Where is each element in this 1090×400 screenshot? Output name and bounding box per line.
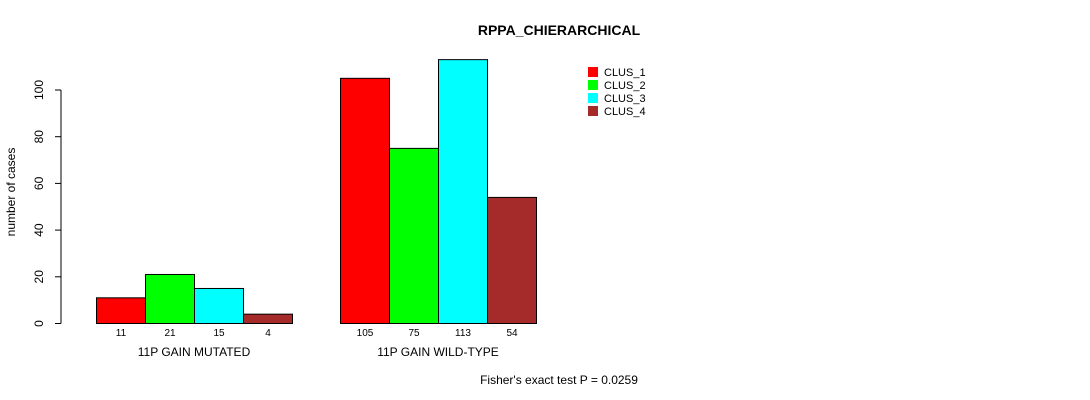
bar-clus-4-0 [243,313,293,325]
bar-value-label: 4 [265,328,271,339]
group-labels: 11P GAIN MUTATED 11P GAIN WILD-TYPE [138,345,499,359]
y-tick-label: 0 [32,320,46,327]
y-tick-label: 40 [32,223,46,237]
fisher-test-annotation: Fisher's exact test P = 0.0259 [480,373,638,387]
legend-swatch [588,67,598,77]
bar-clus-4-1 [487,196,537,324]
y-tick-label: 60 [32,176,46,190]
legend-label: CLUS_1 [604,67,646,79]
legend-label: CLUS_3 [604,93,646,105]
legend-swatch [588,93,598,103]
bar-value-label: 75 [408,328,420,339]
chart-title: RPPA_CHIERARCHICAL [478,22,641,38]
bar-value-label: 105 [357,328,374,339]
bar-clus-3-1 [438,59,488,325]
bar-value-label: 54 [506,328,518,339]
bar-value-label: 113 [455,328,471,339]
bar-clus-3-0 [194,287,244,325]
legend-label: CLUS_4 [604,106,646,118]
bar-clus-2-1 [389,147,439,324]
bar-value-labels: 11 21 15 4 105 75 113 54 [116,328,518,339]
y-axis: 0 20 40 60 80 100 [32,80,62,327]
category-label: 11P GAIN WILD-TYPE [377,345,499,359]
y-axis-label: number of cases [4,148,18,237]
bar-clus-1-0 [96,297,146,325]
legend-swatch [588,80,598,90]
bar-clus-2-0 [145,273,195,324]
legend-swatch [588,106,598,116]
bars [96,59,537,325]
y-tick-label: 80 [32,130,46,144]
category-label: 11P GAIN MUTATED [138,345,251,359]
bar-clus-1-1 [340,77,390,324]
y-tick-label: 20 [32,270,46,284]
bar-value-label: 21 [164,328,176,339]
bar-value-label: 15 [213,328,225,339]
bar-value-label: 11 [116,328,127,339]
y-tick-label: 100 [32,80,46,100]
legend-label: CLUS_2 [604,80,646,92]
